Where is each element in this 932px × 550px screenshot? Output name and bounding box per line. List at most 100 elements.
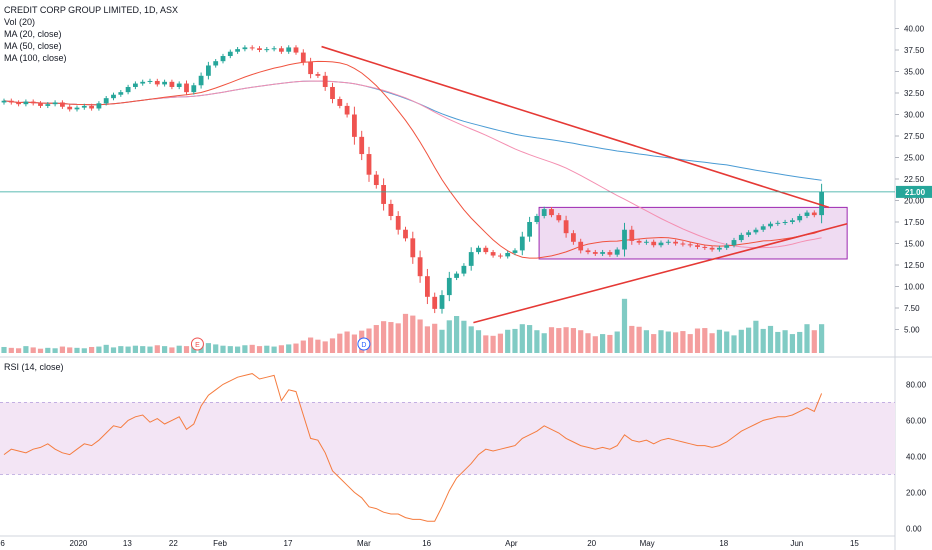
candle-body — [461, 265, 467, 274]
price-tick-label: 37.50 — [904, 46, 925, 55]
volume-bar — [395, 323, 401, 353]
volume-bar — [665, 331, 671, 353]
candle-body — [133, 83, 138, 87]
legend-ma50: MA (50, close) — [4, 41, 62, 51]
volume-bar — [804, 324, 810, 353]
volume-bar — [337, 333, 343, 353]
candle-body — [162, 81, 167, 85]
volume-bar — [694, 328, 701, 353]
trendlines[interactable] — [321, 45, 848, 324]
candle-body — [271, 48, 277, 50]
candle-body — [227, 51, 233, 57]
candle-body — [67, 106, 73, 110]
volume-bar — [103, 344, 109, 353]
volume-bar — [541, 333, 547, 353]
candle-body — [775, 222, 781, 224]
volume-bar — [45, 347, 51, 353]
candle-body — [811, 212, 817, 216]
volume-bar — [235, 346, 241, 353]
candle-body — [490, 252, 496, 256]
candle-body — [337, 99, 343, 106]
volume-bar — [249, 344, 255, 353]
rsi-tick-label: 40.00 — [906, 452, 927, 461]
volume-bar — [782, 330, 788, 353]
price-tick-label: 12.50 — [904, 261, 925, 270]
candle-body — [169, 81, 175, 87]
volume-bar — [636, 326, 642, 353]
time-tick-label: 18 — [719, 539, 728, 548]
volume-bar — [242, 345, 248, 353]
candle-body — [578, 241, 584, 251]
volume-bar — [388, 322, 394, 353]
candle-body — [782, 222, 788, 223]
candle-body — [790, 220, 795, 222]
volume-bar — [154, 345, 160, 353]
volume-bar — [424, 326, 430, 353]
volume-bar — [746, 327, 752, 353]
candle-body — [279, 48, 284, 52]
volume-bar — [673, 332, 679, 353]
candle-body — [322, 75, 328, 87]
volume-bar — [556, 328, 562, 353]
candle-body — [52, 102, 58, 105]
volume-bar — [651, 334, 657, 353]
candle-body — [125, 86, 131, 93]
time-tick-label: Feb — [213, 539, 227, 548]
price-tick-label: 17.50 — [904, 218, 925, 227]
candle-body — [38, 103, 43, 106]
candle-body — [644, 241, 649, 243]
volume-bar — [74, 347, 80, 353]
candle-body — [687, 244, 693, 246]
price-tick-label: 22.50 — [904, 175, 925, 184]
candle-body — [395, 215, 401, 230]
volume-bar — [264, 345, 270, 353]
candle-body — [81, 105, 87, 108]
candle-body — [330, 86, 335, 100]
volume-bar — [147, 346, 153, 353]
candle-body — [563, 220, 569, 234]
volume-bar — [570, 328, 576, 353]
candle-body — [366, 154, 372, 175]
candle-body — [293, 47, 299, 53]
rsi-tick-label: 60.00 — [906, 416, 927, 425]
candle-body — [731, 240, 737, 246]
volume-bar — [716, 329, 722, 353]
candle-body — [206, 65, 211, 76]
legend-ma100: MA (100, close) — [4, 53, 67, 63]
candle-body — [417, 257, 423, 277]
time-tick-label: 16 — [0, 539, 5, 548]
candle-body — [512, 250, 518, 253]
candle-body — [410, 238, 416, 258]
volume-bar — [578, 330, 584, 353]
volume-bar — [205, 343, 211, 353]
candle-body — [286, 47, 292, 52]
candle-body — [264, 49, 270, 51]
volume-bar — [96, 346, 102, 353]
candle-body — [89, 105, 94, 109]
candle-body — [680, 243, 686, 245]
volume-bar — [497, 333, 503, 353]
candle-body — [118, 92, 124, 95]
candle-body — [658, 242, 664, 246]
volume-bar — [753, 320, 759, 353]
volume-bar — [680, 331, 686, 353]
legend-volume: Vol (20) — [4, 17, 36, 27]
candle-body — [359, 136, 365, 155]
candle-body — [388, 203, 394, 216]
price-tick-label: 32.50 — [904, 89, 925, 98]
volume-bar — [461, 320, 467, 353]
volume-bar — [439, 329, 445, 353]
rsi-line — [3, 373, 823, 522]
time-tick-label: 13 — [123, 539, 132, 548]
rsi-tick-label: 80.00 — [906, 380, 927, 389]
candle-body — [527, 222, 532, 237]
candle-body — [753, 229, 759, 233]
volume-bar — [563, 327, 569, 353]
volume-bar — [176, 345, 182, 353]
candle-body — [636, 240, 642, 243]
last-price-tag — [896, 185, 932, 198]
candle-body — [23, 101, 29, 105]
volume-bar — [432, 323, 438, 353]
